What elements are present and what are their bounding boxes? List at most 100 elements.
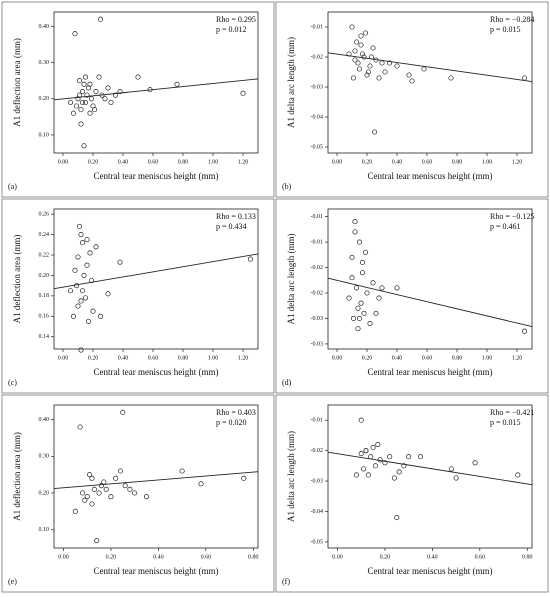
point — [84, 494, 90, 500]
point — [370, 280, 376, 286]
point — [365, 472, 371, 478]
x-tick-label: 0.60 — [475, 554, 486, 560]
point — [81, 272, 87, 278]
point — [179, 468, 185, 474]
point — [448, 75, 454, 81]
y-tick-label: -0.02 — [311, 448, 324, 454]
point — [73, 103, 80, 109]
panel-border — [275, 198, 549, 394]
point — [78, 298, 84, 304]
point — [355, 60, 361, 66]
point — [120, 409, 126, 415]
point — [97, 16, 104, 22]
point — [372, 463, 378, 469]
y-tick-label: 0.24 — [39, 232, 50, 238]
point — [521, 328, 528, 334]
x-tick-label: 0.20 — [88, 355, 99, 361]
point — [371, 129, 378, 135]
point — [102, 96, 108, 102]
point — [117, 88, 123, 95]
point — [350, 315, 357, 322]
point — [350, 75, 357, 81]
annotation: p = 0.020 — [216, 418, 247, 427]
point — [240, 90, 246, 96]
point — [96, 74, 102, 80]
point — [346, 295, 352, 301]
point — [363, 448, 369, 454]
point — [382, 69, 388, 75]
point — [127, 486, 133, 492]
point — [361, 466, 367, 472]
x-tick-label: 0.40 — [153, 554, 164, 560]
point — [87, 110, 93, 116]
trend-line — [327, 451, 533, 486]
y-tick-label: 0.20 — [39, 96, 50, 102]
point — [370, 445, 376, 451]
y-axis-label: A1 deflection area (mm) — [12, 432, 22, 521]
point — [406, 72, 412, 78]
x-tick-label: 0.60 — [422, 355, 433, 361]
point — [82, 295, 89, 301]
x-axis-label: Central tear meniscus height (mm) — [94, 367, 219, 377]
x-tick-label: 1.00 — [482, 159, 493, 165]
y-tick-label: 0.40 — [39, 24, 50, 30]
x-tick-label: 0.40 — [392, 159, 403, 165]
point — [88, 96, 95, 102]
x-tick-label: 1.20 — [512, 159, 523, 165]
point — [91, 107, 98, 113]
point — [70, 313, 77, 319]
y-tick-label: 0.16 — [39, 314, 50, 320]
x-tick-label: 0.80 — [522, 554, 533, 560]
point — [352, 57, 358, 63]
panel-border — [275, 1, 549, 198]
point — [105, 291, 111, 297]
y-tick-label: 0.22 — [39, 252, 50, 258]
point — [72, 31, 78, 37]
point — [82, 497, 88, 503]
point — [353, 39, 360, 45]
x-tick-label: 0.60 — [201, 554, 212, 560]
point — [67, 288, 74, 294]
point — [87, 81, 93, 87]
plot-frame — [327, 208, 533, 350]
point — [77, 424, 83, 430]
x-tick-label: 0.80 — [178, 159, 189, 165]
point — [358, 33, 364, 39]
trend-line — [327, 277, 533, 328]
point — [84, 92, 90, 98]
x-tick-label: 0.80 — [452, 159, 463, 165]
point — [365, 69, 372, 75]
point — [241, 475, 247, 481]
panel-label: (b) — [282, 182, 292, 191]
x-tick-label: 0.80 — [248, 554, 259, 560]
x-tick-label: 1.00 — [482, 355, 493, 361]
x-tick-label: 0.00 — [58, 159, 69, 165]
point — [117, 468, 123, 474]
y-tick-label: 0.40 — [39, 417, 50, 423]
plot-frame — [53, 404, 259, 549]
point — [368, 454, 374, 460]
point — [72, 508, 78, 514]
y-tick-label: -0.01 — [311, 418, 324, 424]
y-tick-label: -0.02 — [311, 265, 324, 271]
point — [87, 250, 93, 256]
x-tick-label: 1.20 — [238, 159, 249, 165]
point — [93, 244, 99, 250]
point — [90, 308, 96, 314]
y-tick-label: -0.04 — [311, 114, 324, 120]
trend-line — [53, 253, 259, 290]
trend-line — [327, 52, 533, 83]
point — [358, 42, 364, 48]
point — [72, 267, 78, 273]
x-tick-label: 1.00 — [208, 159, 219, 165]
y-tick-label: -0.01 — [311, 239, 324, 245]
y-tick-label: -0.05 — [311, 539, 324, 545]
panel-label: (e) — [8, 577, 17, 586]
point — [78, 121, 84, 127]
x-axis-label: Central tear meniscus height (mm) — [368, 171, 493, 181]
annotation: p = 0.015 — [490, 25, 521, 34]
y-tick-label: 0.26 — [39, 211, 50, 217]
point — [87, 472, 93, 478]
y-axis-label: A1 deflection area (mm) — [12, 38, 22, 127]
